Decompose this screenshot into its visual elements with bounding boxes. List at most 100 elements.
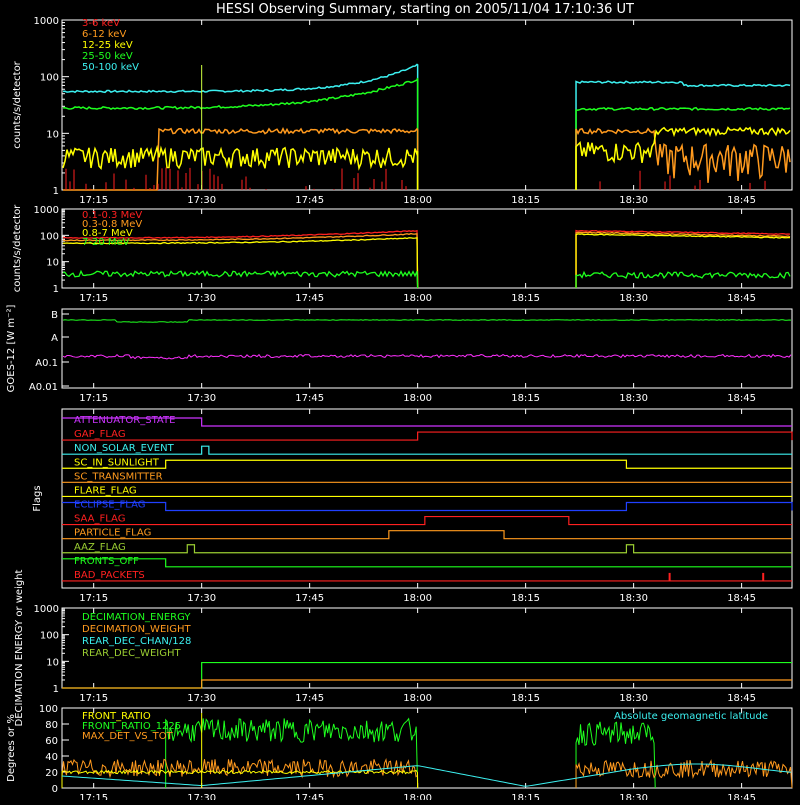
time-tick-label: 17:45: [295, 393, 324, 404]
high-energy-series-2: [575, 233, 791, 288]
panel-lightcurve: 17:15 17:30 17:45 18:00 18:15 18:30 18:45 1 10 10…: [12, 16, 793, 206]
flag-line: [62, 417, 792, 427]
flag-label: FRONTS_OFF: [74, 556, 139, 567]
time-tick-label: 18:15: [511, 793, 540, 800]
panel-goes: 17:15 17:30 17:45 18:00 18:15 18:30 18:45 B A A0.…: [6, 305, 793, 404]
legend-entry: 12-25 keV: [82, 40, 133, 51]
y-tick-label: 1000: [34, 16, 59, 27]
time-tick-label: 17:45: [295, 195, 324, 206]
y-axis-label: Flags: [32, 485, 43, 511]
max-det-line: [575, 759, 793, 789]
y-tick-label: 1: [53, 684, 59, 695]
time-tick-label: 18:45: [727, 195, 756, 206]
time-tick-label: 17:15: [79, 195, 108, 206]
time-tick-label: 18:15: [511, 195, 540, 206]
panels-layer: 17:15 17:30 17:45 18:00 18:15 18:30 18:4511010…: [6, 16, 793, 804]
figure-title: HESSI Observing Summary, starting on 200…: [216, 2, 634, 17]
panel-lightcurve_high: 17:15 17:30 17:45 18:00 18:15 18:30 18:45 1 10 10…: [12, 204, 793, 304]
y-axis-label: Degrees or %: [6, 714, 17, 782]
time-tick-label: 17:30: [187, 693, 216, 704]
legend-entry: DECIMATION_ENERGY: [82, 612, 191, 623]
legend-entry: 0.8-7 MeV: [82, 228, 133, 239]
legend-entry: 0.3-0.8 MeV: [82, 219, 142, 230]
legend-entry: 3-6 keV: [82, 18, 120, 29]
time-tick-label: 17:30: [187, 195, 216, 206]
time-tick-label: 18:45: [727, 293, 756, 304]
time-tick-label: 18:30: [619, 593, 648, 604]
time-tick-label: 18:30: [619, 393, 648, 404]
time-tick-label: 17:15: [79, 693, 108, 704]
flag-label: ATTENUATOR_STATE: [74, 415, 175, 426]
flag-label: NON_SOLAR_EVENT: [74, 443, 175, 454]
series-12-25-kev-segment: [575, 126, 791, 190]
front-ratio-line: [61, 769, 419, 789]
legend-entry: 6-12 keV: [82, 29, 126, 40]
panel-frame: [61, 308, 793, 389]
y-tick-label: 10: [46, 657, 59, 668]
y-axis-label: DECIMATION ENERGY or weight: [14, 569, 25, 726]
goes-long-line: [62, 319, 792, 323]
time-tick-label: 18:30: [619, 293, 648, 304]
legend-entry: 50-100 keV: [82, 62, 139, 73]
high-energy-series-0: [575, 229, 791, 288]
y-tick-label: 100: [39, 704, 58, 715]
high-energy-series-3: [62, 269, 419, 289]
y-tick-label: 0: [52, 784, 58, 795]
y-tick-label: A0.1: [35, 358, 58, 369]
time-tick-label: 17:15: [79, 793, 108, 800]
time-tick-label: 18:30: [619, 195, 648, 206]
y-axis-label: counts/s/detector: [12, 204, 23, 292]
time-tick-label: 18:00: [403, 693, 432, 704]
time-tick-label: 17:45: [295, 693, 324, 704]
time-tick-label: 18:00: [403, 195, 432, 206]
panel-frame: [61, 408, 793, 589]
series-12-25-kev-segment: [62, 144, 419, 190]
y-tick-label: 1: [53, 284, 59, 295]
flag-line: [62, 558, 792, 568]
y-axis-label: counts/s/detector: [12, 60, 23, 148]
time-tick-label: 18:30: [619, 793, 648, 800]
legend-entry: REAR_DEC_WEIGHT: [82, 648, 181, 659]
y-tick-label: 1000: [34, 205, 59, 216]
time-tick-label: 18:45: [727, 793, 756, 800]
y-tick-label: B: [51, 310, 58, 321]
flag-label: SC_IN_SUNLIGHT: [74, 457, 160, 468]
legend-entry: 25-50 keV: [82, 51, 133, 62]
legend-entry: DECIMATION_WEIGHT: [82, 624, 191, 635]
max-det-line: [61, 757, 419, 789]
y-tick-label: 100: [40, 631, 59, 642]
panel-geo: 17:15 17:30 17:45 18:00 18:15 18:30 18:45 0 20 40…: [6, 704, 793, 804]
time-tick-label: 17:30: [187, 293, 216, 304]
high-energy-series-1: [62, 232, 419, 289]
time-tick-label: 17:15: [79, 293, 108, 304]
panel-flags: 17:15 17:30 17:45 18:00 18:15 18:30 18:45 Flags…: [32, 408, 793, 604]
legend-entry: MAX_DET_VS_TOT: [82, 731, 174, 742]
high-energy-series-3: [575, 270, 791, 288]
flag-line: [62, 530, 792, 540]
geo-note-label: Absolute geomagnetic latitude: [614, 711, 768, 722]
flag-label: BAD_PACKETS: [74, 570, 145, 581]
flag-label: SC_TRANSMITTER: [74, 471, 163, 482]
legend-entry: FRONT_RATIO: [82, 711, 151, 722]
time-tick-label: 18:00: [403, 593, 432, 604]
panel-frame: [61, 707, 793, 789]
time-tick-label: 17:45: [295, 593, 324, 604]
legend-entry: 0.1-0.3 MeV: [82, 210, 142, 221]
time-tick-label: 18:00: [403, 793, 432, 800]
flag-line: [62, 515, 792, 526]
panel-frame: [61, 208, 793, 289]
flag-label: FLARE_FLAG: [74, 485, 137, 496]
y-axis-label: GOES-12 [W m⁻²]: [6, 305, 17, 393]
y-tick-label: 100: [40, 73, 59, 84]
flag-label: GAP_FLAG: [74, 429, 126, 440]
time-tick-label: 17:15: [79, 593, 108, 604]
flag-line: [62, 431, 793, 441]
series-50-100-kev-segment: [575, 80, 791, 190]
y-tick-label: 40: [45, 752, 58, 763]
decimation-weight-line: [62, 679, 792, 689]
panel-frame: [61, 19, 793, 191]
legend-entry: FRONT_RATIO_1225: [82, 721, 181, 732]
time-tick-label: 18:00: [403, 393, 432, 404]
time-tick-label: 17:45: [295, 793, 324, 800]
